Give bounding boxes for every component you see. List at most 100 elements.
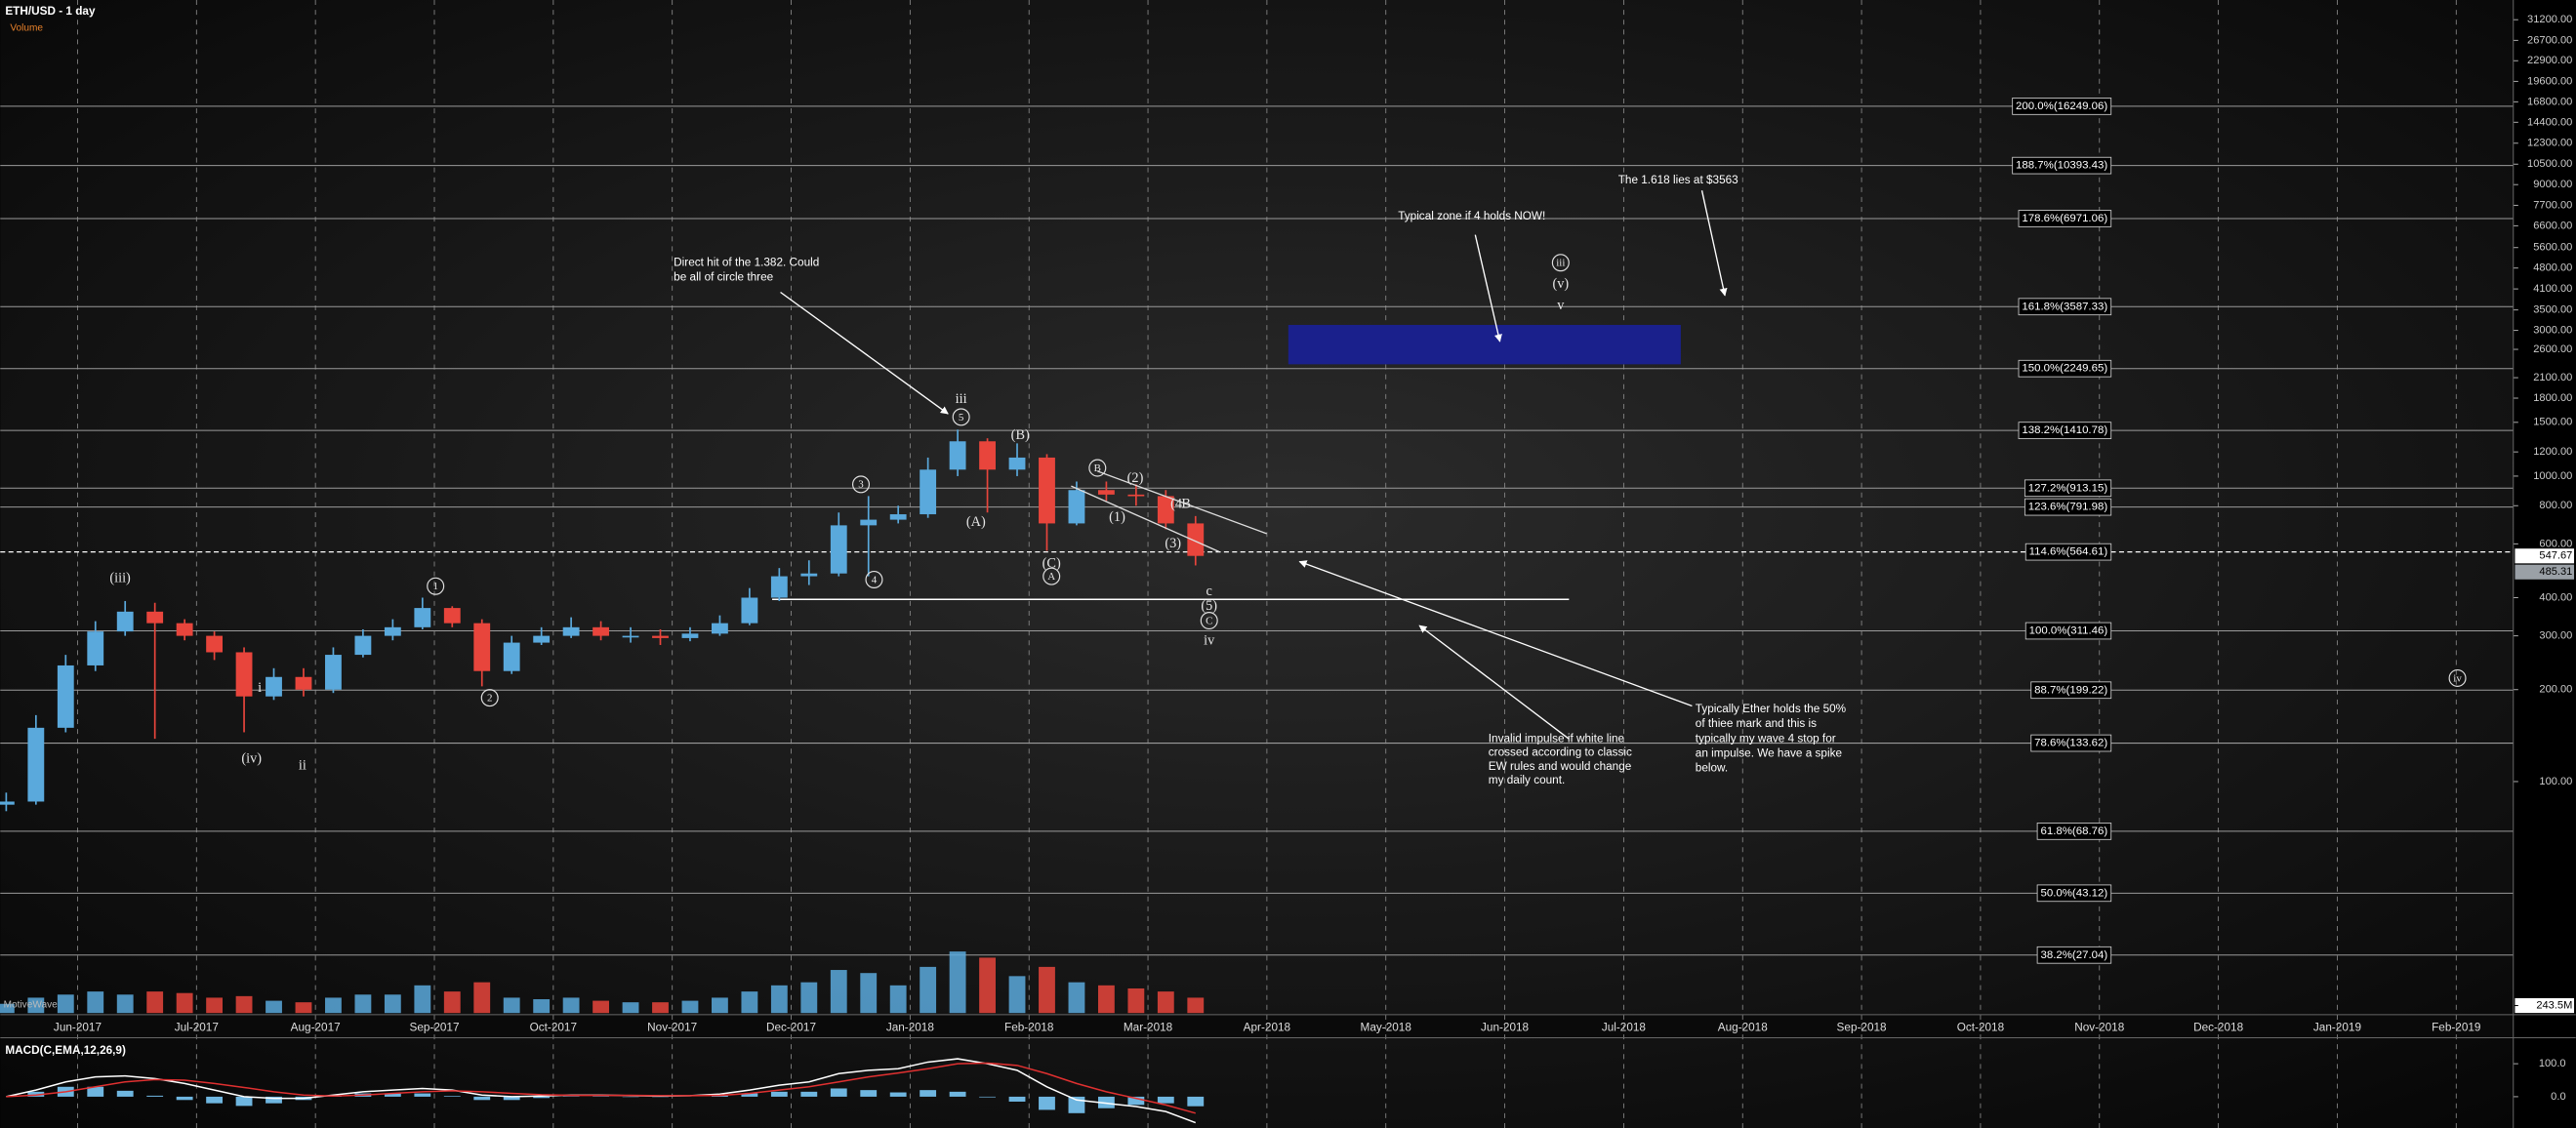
fib-level-label: 88.7%(199.22) <box>2034 684 2107 696</box>
fib-levels: 200.0%(16249.06) 188.7%(10393.43) 178.6%(6… <box>0 98 2514 964</box>
wave-circle <box>480 689 499 707</box>
macd-histogram-bar <box>414 1093 431 1097</box>
price-tag: 547.67 <box>2539 550 2572 562</box>
x-tick-label: Dec-2017 <box>766 1021 816 1033</box>
wave-label: (v) <box>1552 276 1569 292</box>
fib-level-label: 161.8%(3587.33) <box>2022 301 2107 312</box>
y-tick-label: 5600.00 <box>2533 242 2572 254</box>
y-tick-label: 600.00 <box>2539 538 2572 549</box>
candle-body <box>593 626 609 636</box>
annotation: an impulse. We have a spike <box>1696 746 1843 759</box>
candle-body <box>1039 457 1055 524</box>
fib-label-box <box>2024 543 2112 561</box>
candle-body <box>1068 490 1085 524</box>
fib-label-box <box>2018 298 2112 316</box>
candle-body <box>0 801 15 805</box>
y-tick-label: 7700.00 <box>2533 199 2572 211</box>
x-tick-label: Mar-2018 <box>1124 1021 1173 1033</box>
wave-label: c <box>1206 584 1212 599</box>
fib-level-label: 78.6%(133.62) <box>2034 738 2107 749</box>
channel-line <box>1097 470 1267 535</box>
volume-tag-box <box>2515 997 2575 1014</box>
macd-histogram-bar <box>889 1092 907 1097</box>
macd-histogram-bar <box>87 1086 104 1097</box>
y-tick-label: 9000.00 <box>2533 179 2572 190</box>
y-tick-label: 3500.00 <box>2533 304 2572 316</box>
x-tick-label: Feb-2019 <box>2432 1021 2480 1033</box>
volume-bar <box>0 1003 15 1014</box>
y-tick-label: 2600.00 <box>2533 343 2572 355</box>
volume-bar <box>266 1000 282 1014</box>
volume-bar <box>1187 997 1205 1014</box>
x-tick-label: Jul-2017 <box>175 1021 219 1033</box>
marks <box>0 324 1681 1124</box>
macd-histogram-bar <box>860 1090 878 1097</box>
y-tick-label: 1500.00 <box>2533 417 2572 428</box>
x-tick-label: Apr-2018 <box>1244 1021 1291 1033</box>
y-tick-label: 400.00 <box>2539 591 2572 603</box>
wave-label: (iii) <box>109 570 131 585</box>
overlay <box>780 190 1728 740</box>
fib-label-box <box>2024 622 2112 640</box>
wave-label: 4 <box>872 574 878 585</box>
candle-body <box>57 665 74 728</box>
y-tick-label: 19600.00 <box>2527 75 2572 87</box>
fib-label-box <box>2024 479 2112 498</box>
grid: Jun-2017 Jul-2017 Aug-2017 Sep-2017 Oct-2017… <box>54 0 2575 1128</box>
macd-histogram-bar <box>741 1093 758 1097</box>
volume-bar <box>414 985 431 1014</box>
macd-histogram-bar <box>1039 1096 1055 1110</box>
wave-circle <box>952 408 970 426</box>
y-tick-label: 16800.00 <box>2527 96 2572 107</box>
macd-histogram-bar <box>116 1090 134 1097</box>
volume-bar <box>27 997 45 1014</box>
wave-circle <box>1043 567 1061 585</box>
watermark: MotiveWave <box>4 999 58 1010</box>
fib-level-label: 178.6%(6971.06) <box>2022 213 2107 224</box>
wave-label: ii <box>299 757 307 773</box>
macd-histogram-bar <box>979 1096 996 1098</box>
annotation: below. <box>1696 762 1728 775</box>
wave-label: 2 <box>487 692 492 704</box>
candle-body <box>414 608 431 627</box>
macd-histogram-bar <box>949 1091 966 1097</box>
candle-body <box>146 611 164 624</box>
x-tick-label: Jan-2018 <box>886 1021 935 1033</box>
candle-body <box>266 676 282 697</box>
arrow <box>1298 560 1693 707</box>
volume-bar <box>652 1002 669 1014</box>
annotation: Typical zone if 4 holds NOW! <box>1398 210 1545 222</box>
macd-histogram-bar <box>1187 1096 1205 1107</box>
volume-bar <box>712 997 728 1014</box>
y-tick-label: 26700.00 <box>2527 34 2572 46</box>
x-tick-label: Jul-2018 <box>1602 1021 1647 1033</box>
y-tick-label: 1800.00 <box>2533 392 2572 404</box>
candle-body <box>889 514 907 520</box>
macd-histogram-bar <box>533 1096 551 1099</box>
macd-histogram-bar <box>1157 1096 1174 1104</box>
candle-body <box>354 635 372 656</box>
fib-label-box <box>2018 422 2112 439</box>
wave-circle <box>865 570 883 588</box>
candle-body <box>979 441 996 470</box>
x-tick-label: Sep-2018 <box>1837 1021 1887 1033</box>
y-tick-label: 800.00 <box>2539 500 2572 511</box>
fib-label-box <box>2018 210 2112 227</box>
candle-body <box>860 519 878 526</box>
volume-bar <box>920 966 937 1014</box>
candle-body <box>116 611 134 632</box>
wave-label: C <box>1206 615 1212 626</box>
wave-circle <box>1200 612 1218 630</box>
macd-histogram-bar <box>266 1096 282 1104</box>
wave-circle <box>427 577 445 595</box>
x-tick-label: Jan-2019 <box>2313 1021 2361 1033</box>
candle-body <box>503 642 520 671</box>
candle-body <box>384 626 401 636</box>
macd-histogram-bar <box>206 1096 224 1104</box>
volume-bar <box>235 995 253 1014</box>
price-tag: 485.31 <box>2539 566 2572 578</box>
volume-bar <box>949 951 966 1014</box>
chart-title: ETH/USD - 1 day <box>5 5 96 18</box>
candle-body <box>741 597 758 624</box>
